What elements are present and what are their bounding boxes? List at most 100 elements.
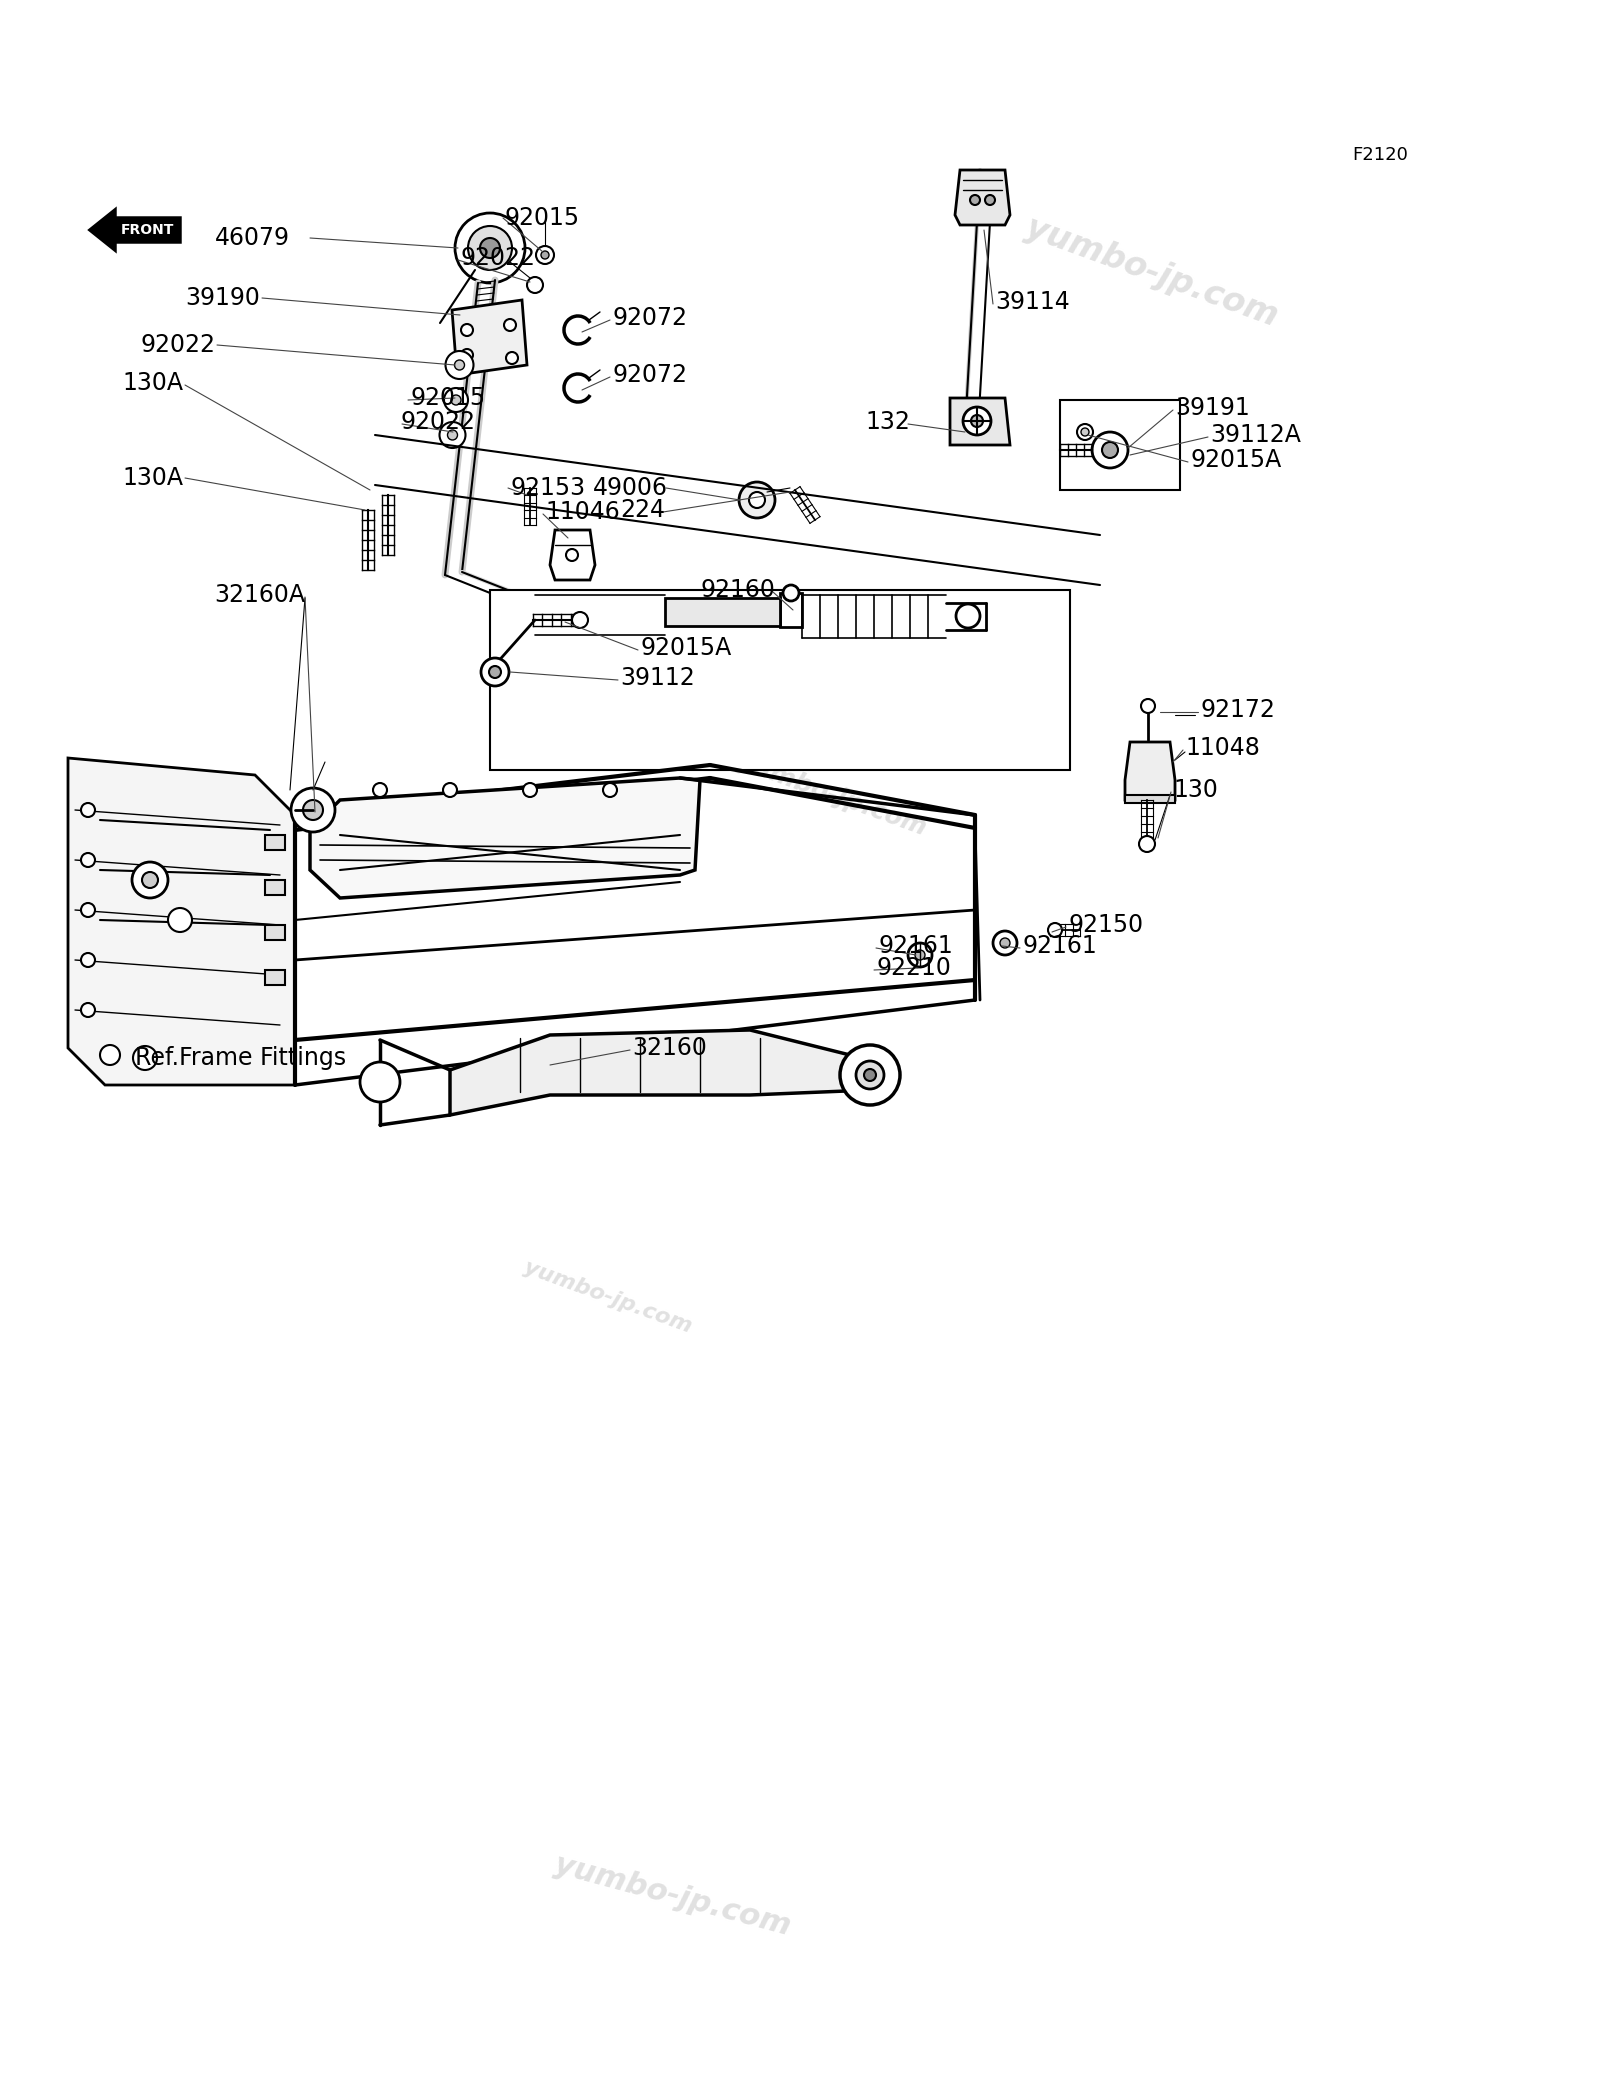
Circle shape	[133, 1046, 157, 1069]
Circle shape	[666, 644, 694, 672]
Text: 92072: 92072	[611, 364, 686, 387]
Circle shape	[536, 247, 554, 264]
Text: 11046: 11046	[546, 500, 619, 523]
Text: 92022: 92022	[400, 410, 475, 433]
Circle shape	[467, 226, 512, 270]
Text: 92160: 92160	[701, 577, 774, 602]
Circle shape	[1082, 429, 1090, 435]
Circle shape	[99, 1046, 120, 1065]
Circle shape	[506, 351, 518, 364]
Polygon shape	[450, 1029, 870, 1115]
Circle shape	[856, 1061, 883, 1090]
Text: 92153: 92153	[510, 477, 586, 500]
Text: 11048: 11048	[1186, 736, 1259, 759]
Text: 92161: 92161	[1022, 933, 1096, 958]
Circle shape	[360, 1063, 400, 1102]
Circle shape	[504, 318, 515, 331]
Circle shape	[445, 387, 467, 412]
Circle shape	[461, 324, 474, 337]
Text: 39191: 39191	[1174, 395, 1250, 420]
Circle shape	[739, 481, 774, 519]
Circle shape	[142, 872, 158, 887]
Text: 32160: 32160	[632, 1036, 707, 1061]
Text: 92172: 92172	[1200, 699, 1275, 722]
Bar	[781, 592, 802, 628]
Bar	[666, 598, 781, 626]
Polygon shape	[453, 299, 526, 374]
Circle shape	[749, 492, 765, 508]
Text: 92022: 92022	[461, 247, 534, 270]
Text: 32160A: 32160A	[214, 584, 306, 607]
Circle shape	[603, 782, 618, 797]
Text: 92072: 92072	[611, 305, 686, 331]
Polygon shape	[90, 209, 179, 251]
Circle shape	[445, 351, 474, 379]
Bar	[1059, 400, 1181, 490]
Circle shape	[1077, 425, 1093, 439]
Circle shape	[82, 854, 94, 866]
Text: 132: 132	[866, 410, 910, 433]
Circle shape	[963, 408, 990, 435]
Circle shape	[1000, 937, 1010, 948]
Bar	[266, 971, 285, 985]
Circle shape	[131, 862, 168, 897]
Circle shape	[573, 613, 589, 628]
Text: 92161: 92161	[878, 933, 952, 958]
Text: 130A: 130A	[122, 370, 182, 395]
Text: 92022: 92022	[141, 333, 214, 358]
Circle shape	[994, 931, 1018, 956]
Circle shape	[957, 605, 979, 628]
Circle shape	[909, 943, 931, 967]
Bar	[266, 881, 285, 895]
Circle shape	[440, 423, 466, 448]
Bar	[266, 925, 285, 939]
Circle shape	[541, 251, 549, 259]
Circle shape	[864, 1069, 877, 1082]
Text: yumbo-jp.com: yumbo-jp.com	[550, 1849, 794, 1941]
Text: yumbo-jp.com: yumbo-jp.com	[522, 1257, 694, 1337]
Text: Ref.Frame Fittings: Ref.Frame Fittings	[134, 1046, 346, 1069]
Circle shape	[840, 1046, 899, 1105]
Circle shape	[526, 276, 542, 293]
Text: 39190: 39190	[186, 287, 259, 310]
Polygon shape	[67, 757, 294, 1086]
Circle shape	[480, 238, 499, 257]
Bar	[1125, 795, 1174, 803]
Circle shape	[454, 213, 525, 282]
Circle shape	[523, 782, 538, 797]
Circle shape	[168, 908, 192, 933]
Text: 49006: 49006	[594, 477, 669, 500]
Text: 92210: 92210	[877, 956, 950, 979]
Circle shape	[1102, 441, 1118, 458]
Text: 130A: 130A	[122, 467, 182, 490]
Circle shape	[302, 799, 323, 820]
Text: 92150: 92150	[1069, 912, 1142, 937]
Text: 92015: 92015	[506, 205, 581, 230]
Text: 39114: 39114	[995, 291, 1070, 314]
Circle shape	[915, 950, 925, 960]
Text: 39112A: 39112A	[1210, 423, 1301, 448]
Text: 46079: 46079	[214, 226, 290, 251]
Text: FRONT: FRONT	[120, 224, 174, 236]
Circle shape	[448, 431, 458, 439]
Circle shape	[490, 665, 501, 678]
Bar	[490, 590, 1070, 770]
Circle shape	[782, 586, 798, 600]
Polygon shape	[550, 529, 595, 579]
Circle shape	[482, 659, 509, 686]
Text: yumbo-jp.com: yumbo-jp.com	[734, 749, 930, 841]
Circle shape	[1141, 699, 1155, 713]
Circle shape	[373, 782, 387, 797]
Circle shape	[443, 782, 458, 797]
Circle shape	[82, 954, 94, 967]
Circle shape	[986, 195, 995, 205]
Circle shape	[82, 904, 94, 916]
Circle shape	[451, 395, 461, 406]
Text: 39112: 39112	[621, 665, 694, 690]
Circle shape	[1091, 433, 1128, 469]
Text: 130: 130	[1173, 778, 1218, 801]
Text: 92015: 92015	[410, 387, 485, 410]
Text: F2120: F2120	[1352, 146, 1408, 163]
Circle shape	[454, 360, 464, 370]
Circle shape	[1139, 837, 1155, 851]
